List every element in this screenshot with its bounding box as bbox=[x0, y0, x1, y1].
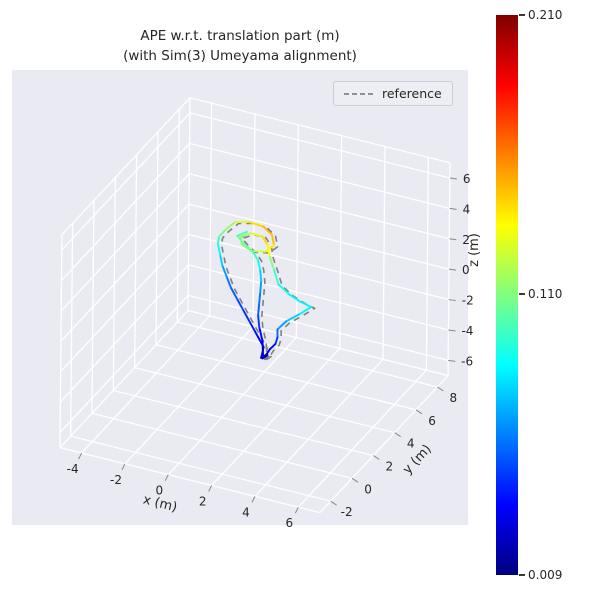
svg-text:2: 2 bbox=[199, 495, 207, 509]
svg-text:-6: -6 bbox=[461, 354, 473, 368]
svg-text:4: 4 bbox=[242, 505, 250, 519]
svg-text:-2: -2 bbox=[462, 294, 474, 308]
svg-text:6: 6 bbox=[463, 172, 471, 186]
svg-text:8: 8 bbox=[450, 391, 458, 405]
svg-text:4: 4 bbox=[463, 202, 471, 216]
legend-label-reference: reference bbox=[382, 86, 442, 101]
svg-text:0: 0 bbox=[462, 263, 470, 277]
grid-lines bbox=[59, 97, 451, 514]
svg-text:2: 2 bbox=[462, 233, 470, 247]
z-axis-label: z (m) bbox=[467, 233, 482, 267]
estimate-trajectory bbox=[216, 221, 312, 360]
svg-text:0: 0 bbox=[155, 484, 163, 498]
svg-text:-2: -2 bbox=[110, 473, 122, 487]
chart-title-line2: (with Sim(3) Umeyama alignment) bbox=[123, 48, 357, 64]
svg-text:2: 2 bbox=[386, 460, 394, 474]
axis-tick-marks bbox=[78, 177, 457, 514]
chart-title-line1: APE w.r.t. translation part (m) bbox=[140, 28, 340, 44]
svg-text:-4: -4 bbox=[67, 462, 79, 476]
legend: reference bbox=[333, 81, 453, 106]
reference-trajectory bbox=[220, 222, 316, 361]
chart-title: APE w.r.t. translation part (m) (with Si… bbox=[10, 26, 470, 66]
svg-text:6: 6 bbox=[428, 414, 436, 428]
axes-background bbox=[12, 70, 468, 525]
svg-text:-2: -2 bbox=[341, 505, 353, 519]
svg-text:-4: -4 bbox=[461, 324, 473, 338]
svg-text:0: 0 bbox=[364, 482, 372, 496]
svg-text:4: 4 bbox=[407, 437, 415, 451]
svg-text:6: 6 bbox=[286, 516, 294, 530]
dashed-line-icon bbox=[344, 92, 374, 95]
